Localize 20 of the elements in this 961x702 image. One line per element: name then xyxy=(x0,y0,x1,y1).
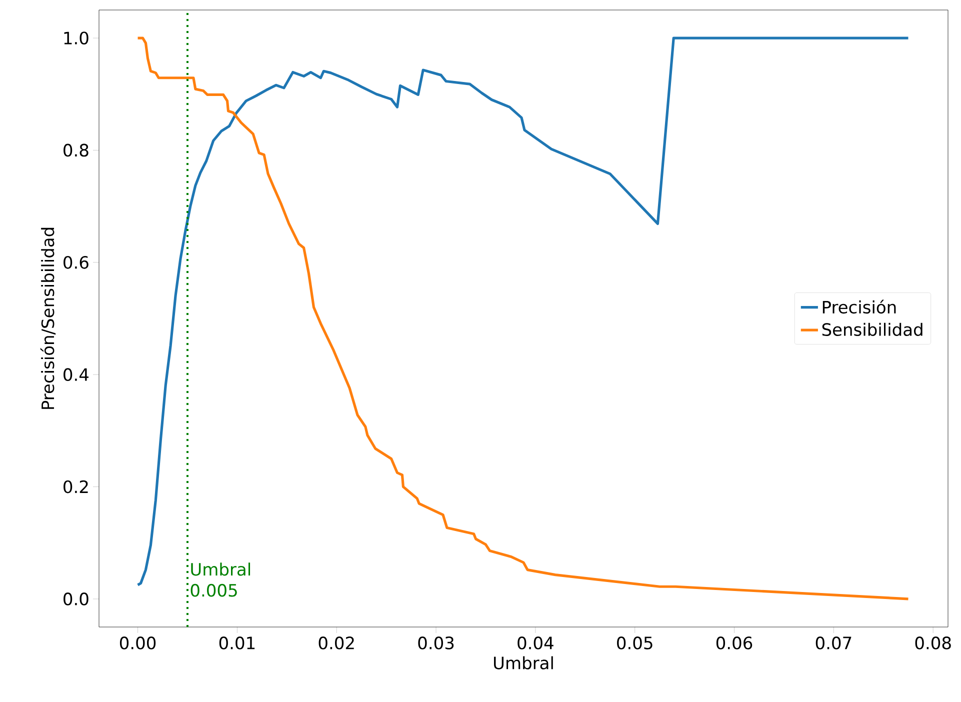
y-tick-label: 0.2 xyxy=(64,480,88,494)
y-tick-label: 1.0 xyxy=(64,32,88,44)
x-tick-label: 0.08 xyxy=(915,636,951,650)
x-tick-label: 0.07 xyxy=(816,636,852,650)
x-tick-label: 0.00 xyxy=(120,636,156,650)
legend-label: Precisión xyxy=(822,300,896,314)
y-tick-label: 0.8 xyxy=(64,144,88,157)
ref-line-label: Umbral 0.005 xyxy=(190,562,250,597)
y-tick-label: 0.0 xyxy=(64,592,88,606)
y-axis-title: Precisión/Sensibilidad xyxy=(40,228,56,409)
legend-label: Sensibilidad xyxy=(822,322,922,336)
x-tick-label: 0.04 xyxy=(518,636,554,650)
x-tick-label: 0.03 xyxy=(418,636,454,650)
x-tick-label: 0.05 xyxy=(617,636,652,650)
x-tick-label: 0.02 xyxy=(318,636,354,650)
x-tick-label: 0.01 xyxy=(219,636,255,650)
y-tick-label: 0.4 xyxy=(64,368,89,382)
x-tick-label: 0.06 xyxy=(716,636,752,650)
x-axis-title: Umbral xyxy=(494,656,553,670)
y-tick-label: 0.6 xyxy=(64,256,88,269)
